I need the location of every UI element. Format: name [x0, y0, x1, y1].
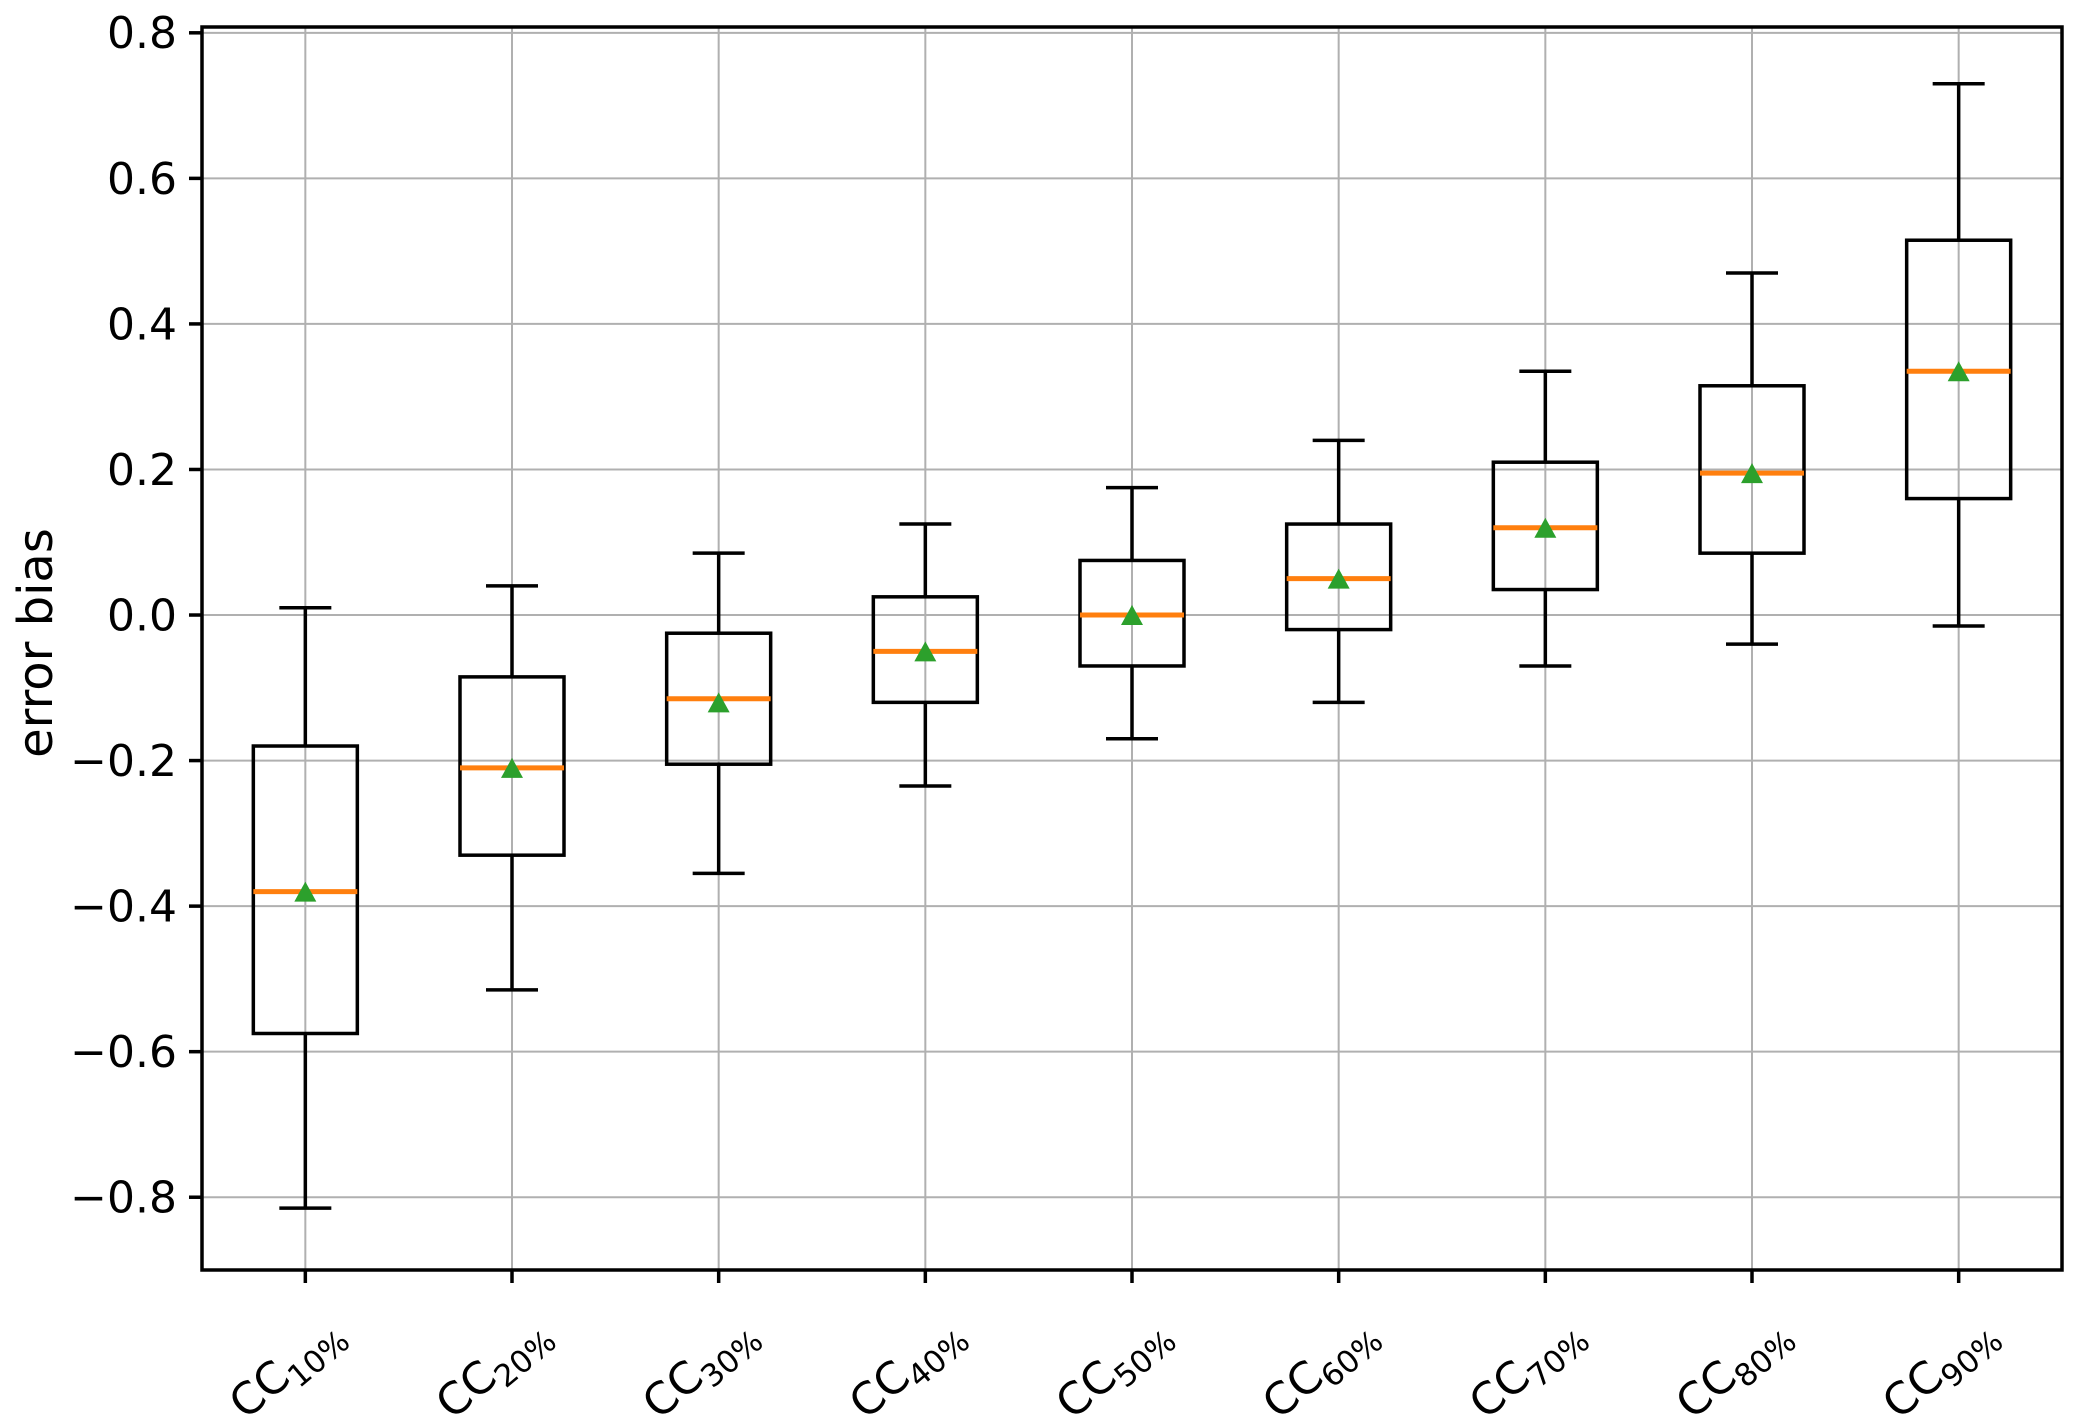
mean-triangle-marker [1534, 517, 1557, 538]
mean-triangle-marker [1327, 568, 1350, 589]
mean-triangle-marker [1947, 361, 1970, 382]
mean-triangle-marker [707, 692, 730, 713]
y-tick-label: 0.0 [107, 590, 177, 641]
y-tick-label: −0.6 [70, 1027, 177, 1078]
y-tick-label: −0.8 [70, 1173, 177, 1224]
box-group [251, 605, 360, 1210]
y-axis-label: error bias [8, 528, 64, 758]
box-group [1698, 271, 1806, 646]
mean-triangle-marker [914, 641, 937, 662]
mean-triangle-marker [501, 757, 523, 778]
y-tick-label: 0.6 [107, 154, 177, 205]
mean-triangle-marker [1741, 463, 1763, 484]
y-tick-label: 0.4 [107, 299, 177, 350]
mean-triangle-marker [1121, 605, 1143, 626]
y-tick-label: −0.2 [70, 736, 177, 787]
y-tick-label: 0.8 [107, 8, 177, 59]
y-tick-label: 0.2 [107, 445, 177, 496]
mean-triangle-marker [294, 881, 317, 902]
y-tick-label: −0.4 [70, 882, 177, 933]
box-rect [1698, 384, 1806, 555]
